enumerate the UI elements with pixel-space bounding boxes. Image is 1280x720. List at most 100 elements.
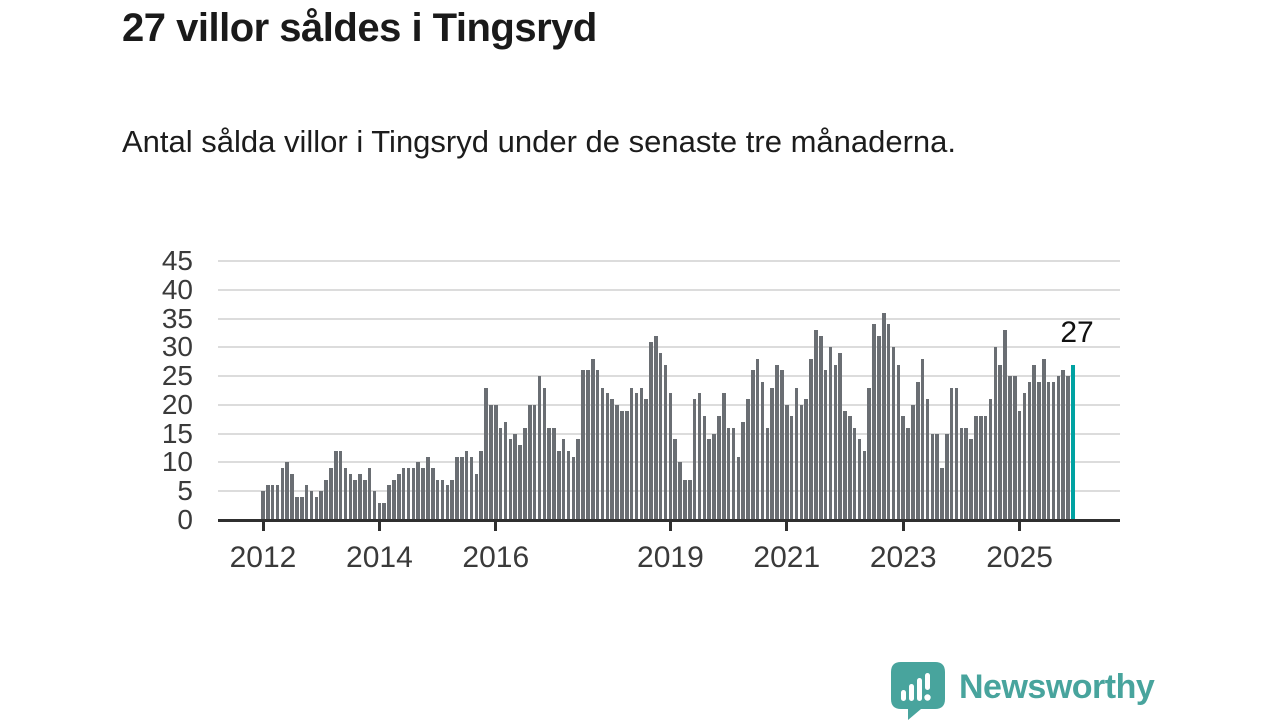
bar (353, 479, 357, 520)
bar (1032, 364, 1036, 520)
x-axis-tick-label: 2021 (753, 541, 821, 574)
bar (741, 422, 745, 520)
bar (1046, 381, 1051, 520)
bar (867, 387, 872, 520)
y-axis-tick-label: 35 (161, 302, 193, 334)
bar (1037, 381, 1041, 520)
bar (809, 358, 813, 520)
bar (697, 393, 702, 520)
chart-subtitle: Antal sålda villor i Tingsryd under de s… (122, 124, 957, 159)
bar (678, 462, 682, 520)
bar (828, 347, 833, 520)
bar (945, 433, 949, 520)
bar (600, 387, 605, 520)
bar (857, 439, 862, 520)
bar (906, 427, 910, 520)
bar (1022, 393, 1027, 520)
x-axis-line (218, 518, 1120, 522)
bar (911, 404, 915, 520)
bar (455, 456, 459, 520)
bar (1042, 358, 1046, 520)
bar (527, 404, 532, 520)
bar (542, 387, 547, 520)
bar (513, 433, 517, 520)
bar (702, 416, 707, 520)
bar (751, 370, 755, 520)
bar (416, 462, 420, 520)
bar (479, 450, 484, 520)
bar (440, 479, 445, 520)
bar (348, 473, 353, 520)
bar (692, 399, 697, 520)
bar (838, 353, 842, 520)
bar (261, 491, 265, 520)
bar (673, 439, 678, 520)
bar (300, 496, 304, 520)
bar (789, 416, 794, 520)
bar (1017, 410, 1022, 520)
bar (979, 416, 983, 520)
y-axis-tick-label: 40 (161, 273, 193, 305)
gridline (218, 346, 1120, 349)
bar (474, 473, 479, 520)
bar (1012, 376, 1017, 520)
bar (314, 496, 319, 520)
last-value-label: 27 (1060, 316, 1094, 349)
bar (658, 353, 663, 520)
bar (295, 496, 299, 520)
bar (848, 416, 852, 520)
bar (988, 399, 993, 520)
bar (959, 427, 964, 520)
bar (1066, 376, 1070, 520)
bar (814, 330, 818, 520)
bar (649, 341, 653, 520)
bar (823, 370, 828, 520)
bar (460, 456, 464, 520)
bar (576, 439, 581, 520)
bar (445, 485, 450, 520)
bar (610, 399, 614, 520)
bar (285, 462, 290, 520)
bar (775, 364, 779, 520)
x-axis-tick-label: 2025 (986, 541, 1053, 574)
bar (993, 347, 998, 520)
bar (940, 468, 944, 520)
bar (290, 473, 294, 520)
bar (426, 456, 430, 520)
bar (561, 439, 566, 520)
bar (891, 347, 896, 520)
bar (484, 387, 488, 520)
gridline (218, 288, 1120, 291)
x-axis-tick (1018, 521, 1022, 531)
bar (833, 364, 838, 520)
bar (785, 404, 789, 520)
bar (382, 502, 387, 520)
bar (644, 399, 648, 520)
bar (639, 387, 644, 520)
bar (552, 427, 556, 520)
bar (920, 358, 925, 520)
bar (1027, 381, 1032, 520)
y-axis-tick-label: 0 (177, 504, 193, 535)
x-axis-tick-label: 2016 (462, 541, 530, 574)
bar (862, 450, 867, 520)
y-axis-tick-label: 10 (161, 446, 193, 478)
bar (304, 485, 309, 520)
bar (969, 439, 973, 520)
bar (1051, 381, 1056, 520)
bar (581, 370, 585, 520)
bar (629, 387, 634, 520)
bar (333, 450, 338, 520)
bar (430, 468, 435, 520)
bar (954, 387, 959, 520)
x-axis-tick (668, 521, 672, 531)
y-axis-tick-label: 15 (161, 417, 193, 449)
bar (319, 491, 323, 520)
bar (392, 479, 396, 520)
bar (654, 335, 658, 520)
bar (343, 468, 348, 520)
bar (358, 473, 362, 520)
newsworthy-icon (891, 662, 945, 720)
bar (804, 399, 808, 520)
